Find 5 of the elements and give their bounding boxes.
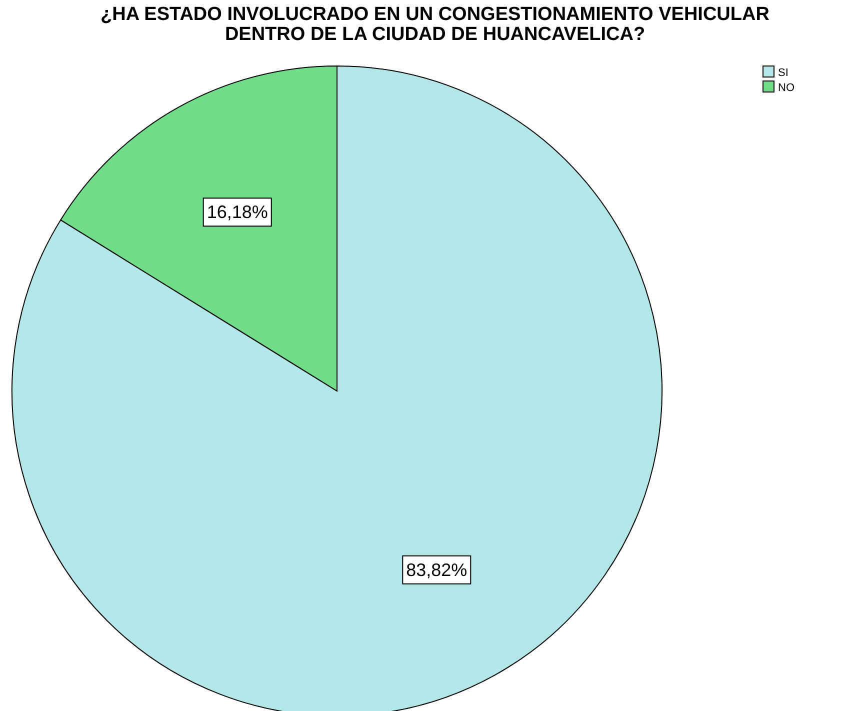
legend-label: NO bbox=[778, 82, 795, 94]
chart-title: ¿HA ESTADO INVOLUCRADO EN UN CONGESTIONAMIENTO VEHICULAR DENTRO DE LA CIUDAD DE HUANCAVELICA? bbox=[100, 4, 770, 45]
data-label: 16,18% bbox=[206, 202, 268, 222]
data-label: 83,82% bbox=[406, 560, 468, 580]
legend-label: SI bbox=[778, 67, 788, 79]
